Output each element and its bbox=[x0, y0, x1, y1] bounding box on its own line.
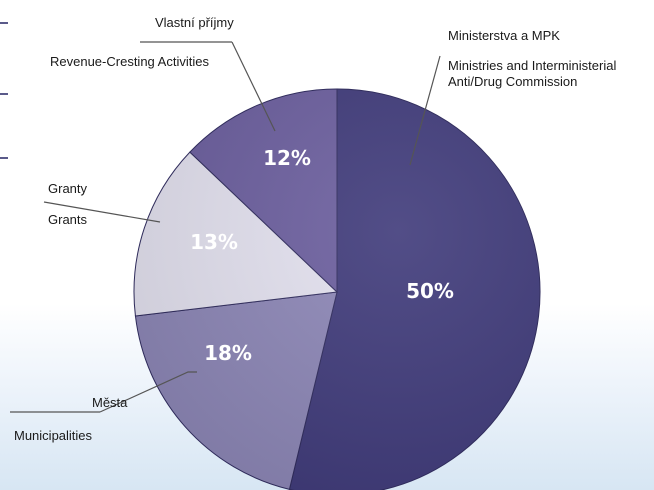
edge-mark-1 bbox=[0, 22, 8, 24]
slice-label-en: Municipalities bbox=[14, 428, 93, 443]
slice-label-en: Anti/Drug Commission bbox=[448, 74, 577, 89]
slice-label-cz: Ministerstva a MPK bbox=[448, 28, 560, 43]
leader-line bbox=[231, 41, 276, 132]
slice-percent-label: 13% bbox=[190, 230, 238, 254]
leader-line bbox=[409, 55, 441, 166]
edge-mark-2 bbox=[0, 93, 8, 95]
edge-mark-3 bbox=[0, 157, 8, 159]
pie-shading bbox=[134, 89, 540, 490]
slice-label-cz: Vlastní příjmy bbox=[155, 15, 234, 30]
slice-label-en: Ministries and Interministerial bbox=[448, 58, 616, 73]
leader-line bbox=[99, 371, 197, 413]
leader-line bbox=[43, 201, 161, 223]
slice-label-en: Revenue-Cresting Activities bbox=[50, 54, 209, 69]
slice-label-cz: Granty bbox=[48, 181, 88, 196]
slice-percent-label: 18% bbox=[204, 341, 252, 365]
slice-label-cz: Města bbox=[92, 395, 128, 410]
slice-percent-label: 50% bbox=[406, 279, 454, 303]
slice-percent-label: 12% bbox=[263, 146, 311, 170]
slice-label-en: Grants bbox=[48, 212, 88, 227]
